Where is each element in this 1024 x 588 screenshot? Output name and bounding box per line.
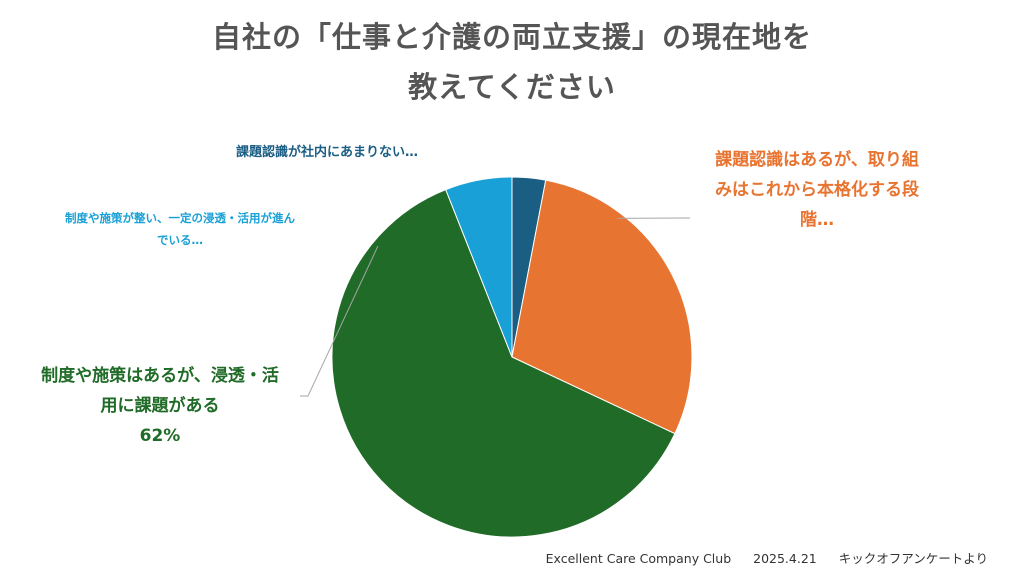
slice-label-line: 制度や施策が整い、一定の浸透・活用が進ん xyxy=(65,211,295,225)
slice-label-line: 用に課題がある xyxy=(100,395,220,416)
slice-label-line: 課題認識はあるが、取り組 xyxy=(715,150,919,170)
pie-slice-3 xyxy=(445,176,513,358)
pie-slice-2 xyxy=(331,188,676,538)
slice-label-no-awareness: 課題認識が社内にあまりない… xyxy=(236,143,486,163)
chart-title-line-2: 教えてください xyxy=(408,70,616,104)
slice-label-well-established: 制度や施策が整い、一定の浸透・活用が進ん でいる… xyxy=(30,208,330,252)
slice-label-adoption-issues: 制度や施策はあるが、浸透・活 用に課題がある 62% xyxy=(0,362,320,451)
slice-label-line: でいる… xyxy=(157,232,203,247)
footer-source-note: キックオフアンケートより xyxy=(838,551,988,566)
footer-date: 2025.4.21 xyxy=(753,551,817,566)
footer-org: Excellent Care Company Club xyxy=(545,551,732,566)
slice-percent-label: 62% xyxy=(139,425,181,446)
leader-lines xyxy=(300,217,690,397)
pie-slices xyxy=(331,176,693,538)
slice-label-line: 課題認識が社内にあまりない… xyxy=(236,145,419,160)
chart-title-line-1: 自社の「仕事と介護の両立支援」の現在地を xyxy=(211,20,812,54)
pie-slice-1 xyxy=(511,179,693,435)
slice-label-line: 階… xyxy=(800,209,834,230)
footer-source: Excellent Care Company Club 2025.4.21 キッ… xyxy=(546,548,988,567)
slice-label-awareness-starting: 課題認識はあるが、取り組 みはこれから本格化する段 階… xyxy=(692,146,942,235)
leader-line-adoption-issues xyxy=(300,245,379,397)
slice-label-line: みはこれから本格化する段 xyxy=(715,179,919,200)
slice-label-line: 制度や施策はあるが、浸透・活 xyxy=(41,366,279,386)
